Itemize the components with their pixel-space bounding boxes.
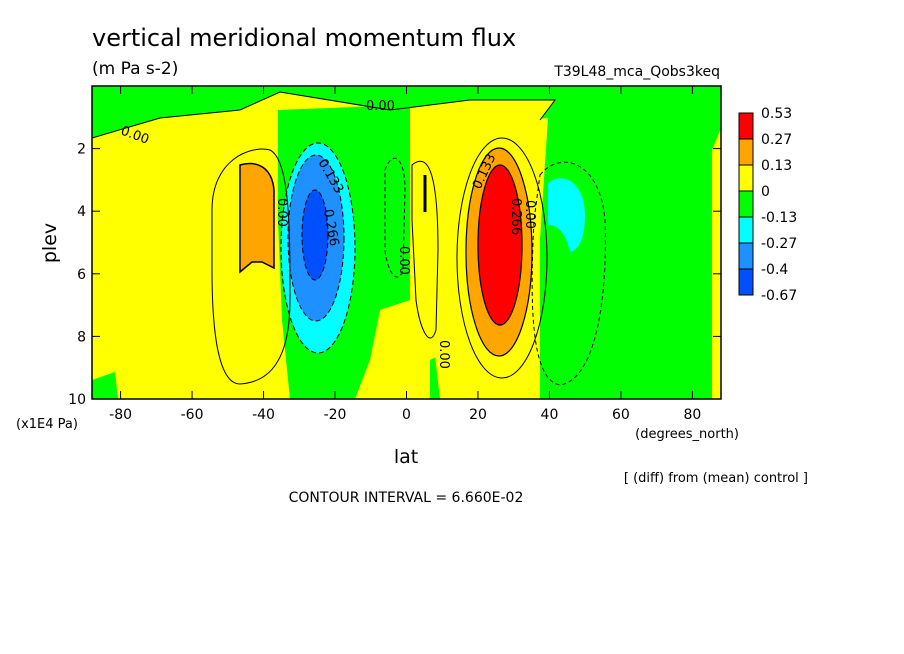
contour-label: 0.00 [522,200,537,229]
contour-label: 0.00 [274,198,289,227]
contour-label: 0.266 [320,208,341,247]
colorbar-label: 0.13 [761,158,792,174]
contour-label: 0.266 [508,198,523,235]
colorbar-label: -0.67 [761,288,797,304]
units-label: (m Pa s-2) [92,59,178,79]
contour-label: 0.00 [436,340,451,369]
y-axis-label: plev [39,223,61,263]
x-axis-unit: (degrees_north) [635,427,739,442]
colorbar-swatch [738,216,754,244]
colorbar-swatch [738,164,754,192]
contour-label: 0.00 [396,246,411,275]
colorbar-swatch [738,190,754,218]
run-label: T39L48_mca_Qobs3keq [553,64,720,80]
contour-interval: CONTOUR INTERVAL = 6.660E-02 [289,490,524,506]
x-tick-label: 20 [469,407,487,423]
contour-lines [92,91,606,386]
plot-area: 0.00 0.00 0.133 0.266 0.00 0.00 0.133 0.… [92,86,721,399]
y-axis: 2 4 6 8 10 [68,142,721,408]
contour-label: 0.00 [366,99,395,114]
colorbar: 0.53 0.27 0.13 0 -0.13 -0.27 -0.4 -0.67 [738,106,797,304]
orange-south-core [240,163,274,272]
colorbar-label: -0.27 [761,236,797,252]
x-tick-label: -60 [181,407,204,423]
diff-note: [ (diff) from (mean) control ] [624,471,808,486]
y-tick-label: 10 [68,392,86,408]
deepblue-south-core [302,190,328,280]
colorbar-label: -0.4 [761,262,788,278]
y-tick-label: 6 [77,267,86,283]
green-top-band [92,86,721,399]
y-tick-label: 8 [77,329,86,345]
x-tick-label: 80 [683,407,701,423]
red-north-core [478,165,522,325]
colorbar-swatch [738,268,754,296]
colorbar-label: 0.53 [761,106,792,122]
colorbar-swatch [738,242,754,270]
x-axis-label: lat [394,446,418,468]
chart-title: vertical meridional momentum flux [92,24,516,52]
y-tick-label: 4 [77,204,86,220]
cyan-north-core [548,178,585,252]
x-tick-label: -80 [109,407,132,423]
x-tick-label: 60 [612,407,630,423]
x-tick-label: 40 [541,407,559,423]
x-tick-label: 0 [402,407,411,423]
colorbar-label: 0 [761,184,770,200]
y-axis-unit: (x1E4 Pa) [16,417,78,432]
colorbar-swatch [738,138,754,166]
x-axis: -80 -60 -40 -20 0 20 40 60 80 [109,86,701,423]
colorbar-swatch [738,112,754,140]
colorbar-label: 0.27 [761,132,792,148]
green-south-edge [92,372,118,399]
colorbar-label: -0.13 [761,210,797,226]
x-tick-label: -40 [252,407,275,423]
y-tick-label: 2 [77,142,86,158]
x-tick-label: -20 [324,407,347,423]
